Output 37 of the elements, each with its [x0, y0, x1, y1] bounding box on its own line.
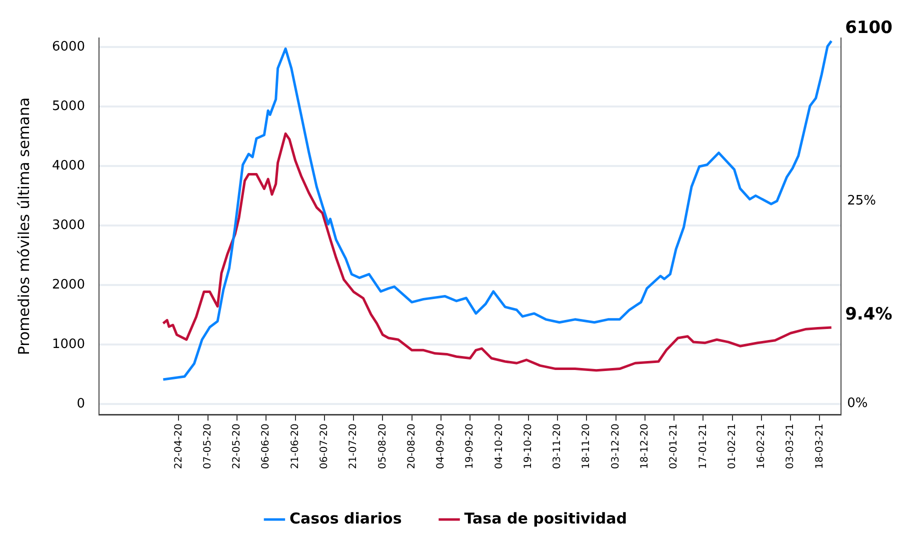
data-label: 9.4% — [845, 304, 892, 324]
x-tick-label: 03-03-21 — [785, 424, 796, 469]
y-tick-label: 0 — [76, 396, 86, 412]
y-tick-label: 5000 — [52, 98, 86, 114]
y-tick-label: 3000 — [52, 218, 86, 233]
y2-tick-label: 25% — [847, 193, 876, 208]
y-axis-title: Promedios móviles última semana — [14, 97, 33, 356]
data-label: 6100 — [845, 18, 893, 38]
x-tick-label: 02-01-21 — [668, 424, 680, 469]
y2-tick-label: 0% — [847, 396, 868, 412]
x-tick-label: 20-08-20 — [406, 424, 418, 469]
x-tick-label: 21-06-20 — [290, 424, 301, 469]
legend-label: Tasa de positividad — [464, 509, 628, 528]
x-tick-label: 18-12-20 — [640, 424, 651, 469]
x-tick-label: 18-03-21 — [814, 424, 826, 469]
x-tick-label: 03-11-20 — [552, 424, 564, 469]
x-tick-label: 07-05-20 — [202, 424, 214, 469]
x-tick-label: 06-06-20 — [260, 424, 272, 469]
x-tick-label: 06-07-20 — [319, 424, 330, 469]
x-tick-label: 01-02-21 — [726, 424, 738, 469]
x-tick-label: 22-05-20 — [232, 424, 243, 469]
y-tick-label: 1000 — [52, 336, 86, 352]
x-tick-label: 03-12-20 — [610, 424, 622, 469]
x-tick-label: 17-01-21 — [698, 424, 709, 469]
x-tick-label: 05-08-20 — [377, 424, 388, 469]
legend-label: Casos diarios — [289, 509, 402, 528]
y-tick-label: 2000 — [52, 277, 86, 292]
y-tick-label: 6000 — [52, 39, 86, 54]
x-tick-label: 21-07-20 — [348, 424, 360, 469]
x-tick-label: 16-02-21 — [756, 424, 768, 469]
x-tick-label: 19-09-20 — [464, 424, 476, 469]
x-tick-label: 22-04-20 — [173, 424, 184, 469]
x-tick-label: 18-11-20 — [581, 424, 592, 469]
x-tick-label: 04-09-20 — [436, 424, 447, 469]
x-tick-label: 04-10-20 — [494, 424, 505, 469]
y-tick-label: 4000 — [52, 158, 86, 174]
x-tick-label: 19-10-20 — [522, 424, 534, 469]
